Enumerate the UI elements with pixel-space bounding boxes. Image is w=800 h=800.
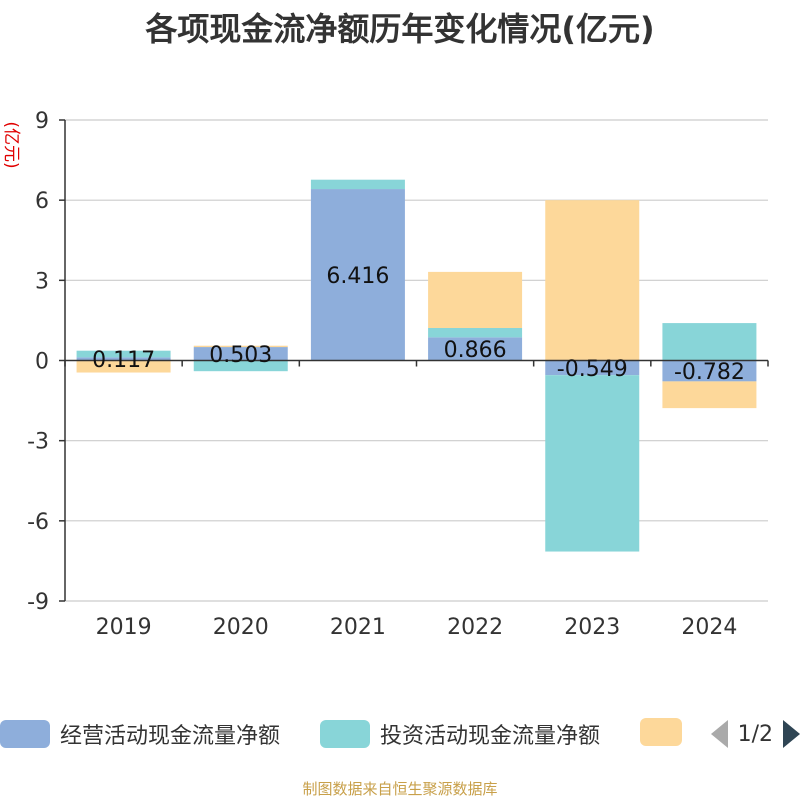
x-tick-label-2020: 2020 <box>213 615 269 640</box>
x-tick-label-2019: 2019 <box>96 615 152 640</box>
data-label-2024: -0.782 <box>674 360 745 385</box>
source-note: 制图数据来自恒生聚源数据库 <box>302 780 498 798</box>
legend-pager: 1/2 <box>710 718 800 750</box>
data-labels: 0.117 0.503 6.416 0.866 -0.549 -0.782 <box>92 264 745 385</box>
y-axis-label: (亿元) <box>1 121 21 168</box>
y-tick-label: 0 <box>35 350 49 375</box>
legend-item-third[interactable] <box>640 718 682 746</box>
x-tick-label-2024: 2024 <box>681 615 737 640</box>
bar-series2-2023 <box>545 200 640 361</box>
grid-lines <box>65 119 768 602</box>
y-tick-label: 9 <box>35 109 49 134</box>
legend-swatch-third <box>640 718 682 746</box>
bar-series0-2022 <box>428 337 523 361</box>
x-tick-label-2021: 2021 <box>330 615 386 640</box>
pager-prev-icon[interactable] <box>710 720 728 748</box>
bar-series1-2024 <box>662 323 757 361</box>
bar-series0-2024 <box>662 360 757 382</box>
pager-text: 1/2 <box>737 721 773 747</box>
data-label-2022: 0.866 <box>444 338 507 363</box>
data-label-2020: 0.503 <box>209 343 272 368</box>
chart-title: 各项现金流净额历年变化情况(亿元) <box>145 10 655 48</box>
bar-series0-2023 <box>545 360 640 376</box>
pager-next-icon[interactable] <box>783 720 800 748</box>
bar-series0-2021 <box>310 189 405 361</box>
bar-series2-2020 <box>193 345 288 348</box>
legend: 经营活动现金流量净额 投资活动现金流量净额 1/2 <box>0 714 800 754</box>
y-tick-label: -6 <box>27 510 49 535</box>
bar-series1-2020 <box>193 360 288 372</box>
bar-series1-2023 <box>545 375 640 552</box>
axes: -9 -6 -3 0 3 6 9 2019 2020 2021 2022 2023 2024 <box>27 109 769 640</box>
bar-series1-2021 <box>310 179 405 190</box>
bar-series2-2019 <box>76 360 171 373</box>
bar-series1-2022 <box>428 328 523 338</box>
data-label-2023: -0.549 <box>557 357 628 382</box>
data-label-2019: 0.117 <box>92 348 155 373</box>
legend-swatch-operating <box>0 720 50 748</box>
bar-series1-2019 <box>76 350 171 358</box>
x-tick-label-2022: 2022 <box>447 615 503 640</box>
bar-series0-2020 <box>193 347 288 361</box>
bar-series <box>76 179 757 552</box>
legend-label-investing: 投资活动现金流量净额 <box>380 724 601 749</box>
legend-item-investing[interactable]: 投资活动现金流量净额 <box>320 718 600 750</box>
data-label-2021: 6.416 <box>326 264 389 289</box>
y-tick-label: -3 <box>27 430 49 455</box>
bar-series0-2019 <box>76 357 171 361</box>
y-tick-label: 6 <box>35 189 49 214</box>
legend-label-operating: 经营活动现金流量净额 <box>60 724 281 749</box>
legend-item-operating[interactable]: 经营活动现金流量净额 <box>0 718 280 750</box>
x-tick-label-2023: 2023 <box>564 615 620 640</box>
y-tick-label: -9 <box>27 590 49 615</box>
bar-series2-2024 <box>662 381 757 409</box>
y-tick-label: 3 <box>35 269 49 294</box>
legend-swatch-investing <box>320 720 370 748</box>
bar-series2-2022 <box>428 271 523 329</box>
